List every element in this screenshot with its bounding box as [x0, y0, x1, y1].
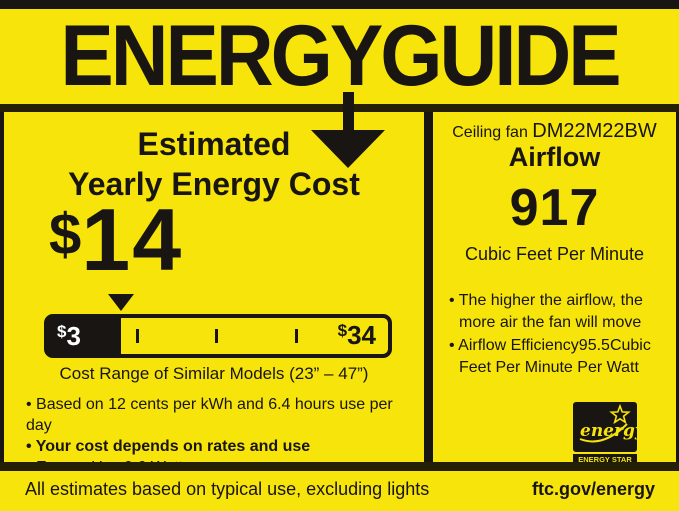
cost-heading-line2: Yearly Energy Cost	[68, 166, 360, 202]
range-tick	[295, 329, 298, 343]
footer-url: ftc.gov/energy	[531, 479, 655, 499]
range-min-segment: $3	[48, 318, 121, 354]
cost-heading: Estimated Yearly Energy Cost	[4, 124, 424, 204]
range-max-label: $34	[338, 320, 376, 351]
energyguide-title: ENERGYGUIDE	[60, 7, 621, 104]
airflow-note: Airflow Efficiency95.5Cubic Feet Per Min…	[447, 335, 669, 379]
footer-divider	[0, 462, 679, 471]
model-number: DM22M22BW	[532, 120, 657, 142]
range-max-value: 34	[347, 320, 376, 350]
top-border	[0, 0, 679, 9]
footer-bar: All estimates based on typical use, excl…	[0, 471, 679, 511]
cost-panel: Estimated Yearly Energy Cost $ 14 $3 $34	[4, 112, 424, 476]
range-min-value: 3	[66, 320, 81, 351]
range-tick	[136, 329, 139, 343]
airflow-label: Airflow	[508, 142, 601, 172]
product-model-line: Ceiling fan DM22M22BW	[433, 120, 676, 143]
yearly-cost-value: $ 14	[49, 190, 184, 289]
title-divider	[0, 104, 679, 112]
range-min-currency: $	[57, 321, 67, 341]
center-divider	[424, 112, 433, 462]
footer-disclaimer: All estimates based on typical use, excl…	[25, 479, 430, 499]
product-type: Ceiling fan	[452, 124, 533, 141]
airflow-unit: Cubic Feet Per Minute	[464, 244, 645, 264]
energy-star-caption: ENERGY STAR	[578, 455, 632, 464]
airflow-panel: Ceiling fan DM22M22BW Airflow 917 Cubic …	[433, 112, 676, 464]
airflow-note: The higher the airflow, the more air the…	[447, 290, 669, 334]
swoosh-arc	[579, 423, 628, 443]
panel-zone: Estimated Yearly Energy Cost $ 14 $3 $34	[0, 112, 679, 476]
cost-amount: 14	[81, 190, 184, 289]
range-max-currency: $	[337, 321, 348, 340]
cost-range-caption: Cost Range of Similar Models (23” – 47”)	[59, 364, 369, 383]
energy-star-logo: energy ENERGY STAR	[573, 402, 637, 464]
right-border	[676, 112, 679, 462]
cost-pointer-icon	[108, 294, 134, 311]
cost-note: Your cost depends on rates and use	[26, 436, 422, 457]
energy-script-text: energy	[580, 421, 637, 441]
cost-heading-line1: Estimated	[137, 126, 291, 162]
airflow-notes-list: The higher the airflow, the more air the…	[447, 290, 669, 380]
cost-note: Based on 12 cents per kWh and 6.4 hours …	[26, 394, 422, 436]
airflow-value: 917	[509, 179, 600, 237]
cost-range-bar: $3 $34	[44, 314, 392, 358]
cost-currency: $	[49, 202, 82, 267]
left-border	[0, 112, 4, 462]
star-icon	[609, 403, 631, 425]
range-tick	[215, 329, 218, 343]
